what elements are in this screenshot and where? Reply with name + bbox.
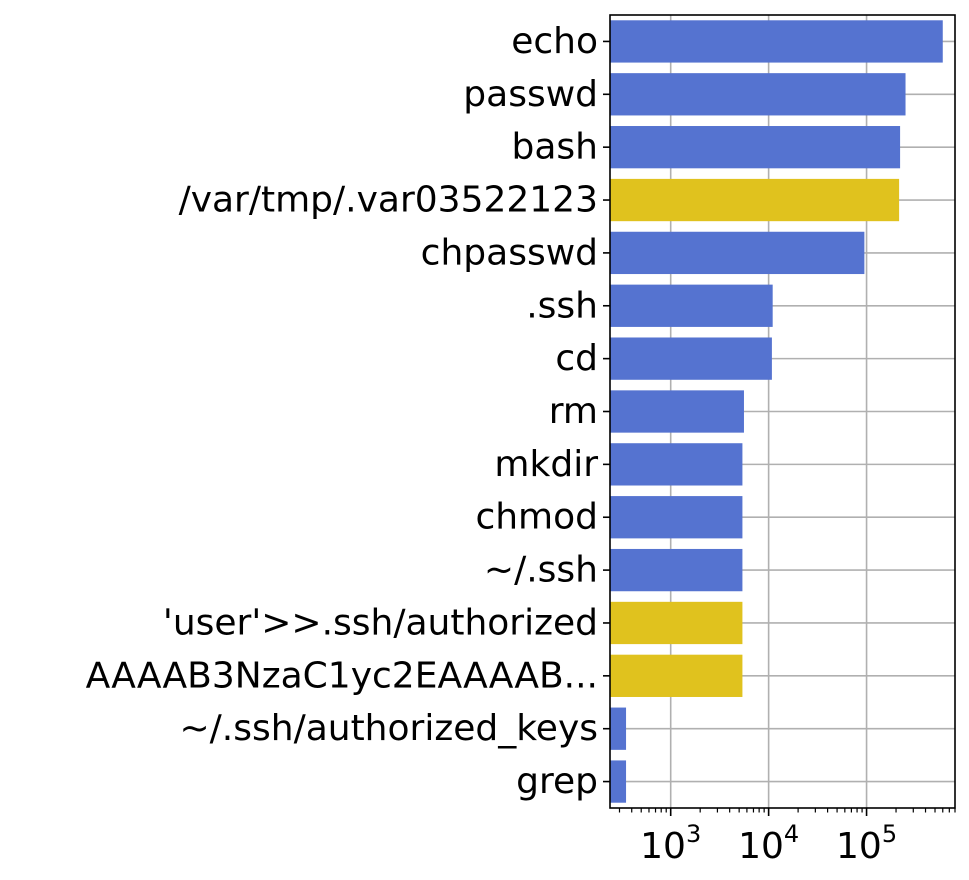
y-tick-labels: echo passwd bash/var/tmp/.var03522123 chpas…: [86, 21, 599, 802]
y-tick-label: passwd: [463, 74, 598, 115]
bar: [610, 73, 906, 116]
ticks-layer: [603, 40, 956, 816]
y-tick-label: .ssh: [526, 285, 598, 326]
bar: [610, 601, 743, 645]
bar: [610, 390, 744, 433]
y-tick-label: bash: [512, 127, 598, 168]
bars-layer: [610, 20, 943, 803]
bar: [610, 284, 773, 327]
bar: [610, 337, 772, 380]
y-tick-label: echo: [511, 21, 598, 62]
y-tick-label: AAAAB3NzaC1yc2EAAAAB...: [86, 655, 598, 696]
y-tick-label: /var/tmp/.var03522123: [179, 180, 598, 221]
y-tick-label: chmod: [475, 497, 598, 538]
bar: [610, 126, 901, 169]
bar: [610, 654, 743, 697]
y-tick-label: grep: [516, 761, 598, 802]
y-tick-label: ~/.ssh: [484, 550, 598, 591]
y-tick-label: 'user'>>.ssh/authorized: [163, 602, 598, 643]
y-tick-label: chpasswd: [421, 232, 598, 273]
y-tick-label: mkdir: [494, 444, 598, 485]
bar: [610, 760, 627, 803]
bar: [610, 178, 900, 222]
y-tick-label: ~/.ssh/authorized_keys: [180, 708, 599, 749]
bar: [610, 231, 865, 275]
x-tick-label: 104: [738, 820, 799, 867]
bar: [610, 443, 743, 486]
x-tick-label: 105: [836, 820, 897, 867]
bar: [610, 496, 743, 539]
x-tick-labels: 103 104 105: [640, 820, 897, 867]
bar: [610, 707, 627, 750]
y-tick-label: cd: [555, 338, 598, 379]
bar: [610, 548, 743, 592]
x-tick-label: 103: [640, 820, 701, 867]
y-tick-label: rm: [549, 391, 598, 432]
bar: [610, 20, 943, 63]
